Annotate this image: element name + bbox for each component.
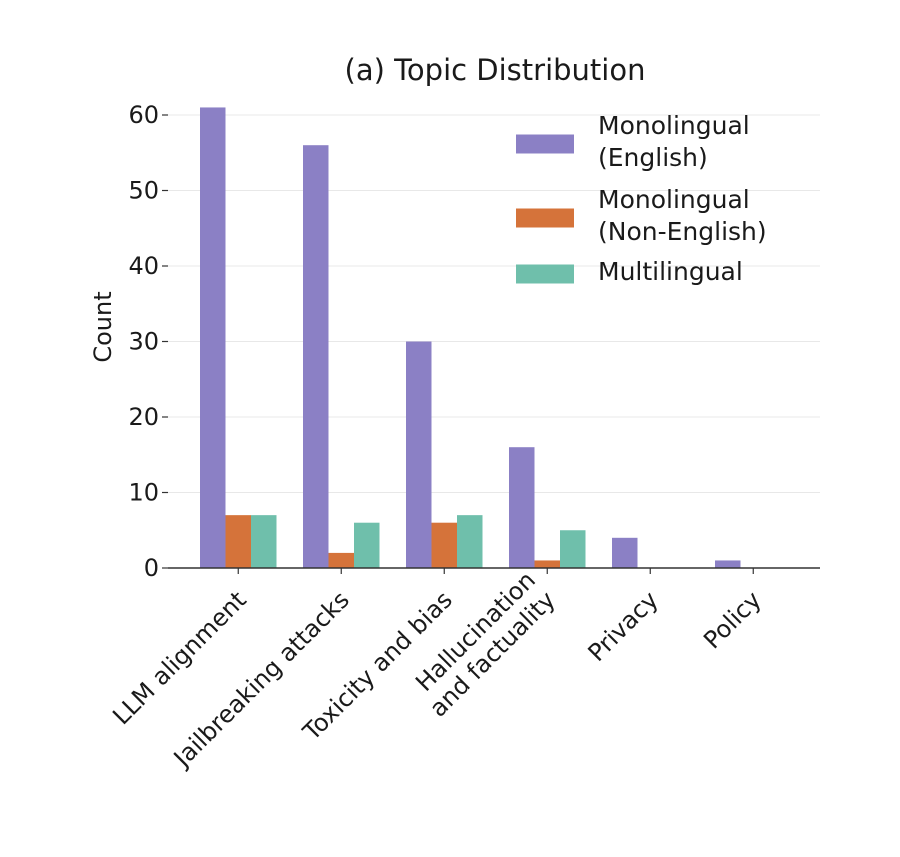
bar bbox=[303, 145, 329, 568]
y-tick-label: 20 bbox=[128, 403, 159, 431]
y-axis-label: Count bbox=[89, 291, 117, 362]
x-category-label-line: Privacy bbox=[583, 586, 664, 667]
bar bbox=[509, 447, 535, 568]
bar bbox=[354, 522, 380, 568]
bar bbox=[251, 515, 277, 568]
x-category-label: Hallucinationand factuality bbox=[404, 566, 561, 723]
legend-label-line: Multilingual bbox=[598, 257, 743, 286]
bar bbox=[431, 522, 457, 568]
y-tick-label: 50 bbox=[128, 177, 159, 205]
y-tick-label: 30 bbox=[128, 328, 159, 356]
y-tick-label: 40 bbox=[128, 252, 159, 280]
x-category-label: Jailbreaking attacks bbox=[167, 586, 355, 774]
bar bbox=[457, 515, 483, 568]
legend-swatch bbox=[516, 264, 574, 284]
gridlines bbox=[168, 114, 820, 493]
bar bbox=[225, 515, 251, 568]
y-tick-label: 60 bbox=[128, 101, 159, 129]
legend-label-line: Monolingual bbox=[598, 185, 750, 214]
y-tick-label: 0 bbox=[144, 554, 159, 582]
legend-swatch bbox=[516, 134, 574, 154]
x-category-label: Privacy bbox=[583, 586, 664, 667]
legend-label-line: (Non-English) bbox=[598, 217, 767, 246]
legend-label: Monolingual (English) bbox=[598, 111, 750, 172]
bar bbox=[534, 560, 560, 568]
bars bbox=[200, 107, 741, 568]
x-category-label-line: Jailbreaking attacks bbox=[167, 586, 355, 774]
x-category-label: Policy bbox=[698, 586, 767, 655]
bar bbox=[328, 552, 354, 568]
x-category-label-line: Policy bbox=[698, 586, 767, 655]
bar bbox=[612, 537, 638, 568]
y-tick-label: 10 bbox=[128, 479, 159, 507]
bar bbox=[406, 341, 432, 568]
legend-swatch bbox=[516, 208, 574, 228]
bar bbox=[715, 560, 741, 568]
legend: Monolingual (English) Monolingual (Non-Engl… bbox=[516, 111, 767, 286]
legend-label: Monolingual (Non-English) bbox=[598, 185, 767, 246]
legend-label: Multilingual bbox=[598, 257, 743, 286]
bar bbox=[560, 530, 586, 568]
chart-title: (a) Topic Distribution bbox=[345, 53, 646, 87]
legend-label-line: (English) bbox=[598, 143, 708, 172]
legend-label-line: Monolingual bbox=[598, 111, 750, 140]
bar bbox=[200, 107, 226, 568]
